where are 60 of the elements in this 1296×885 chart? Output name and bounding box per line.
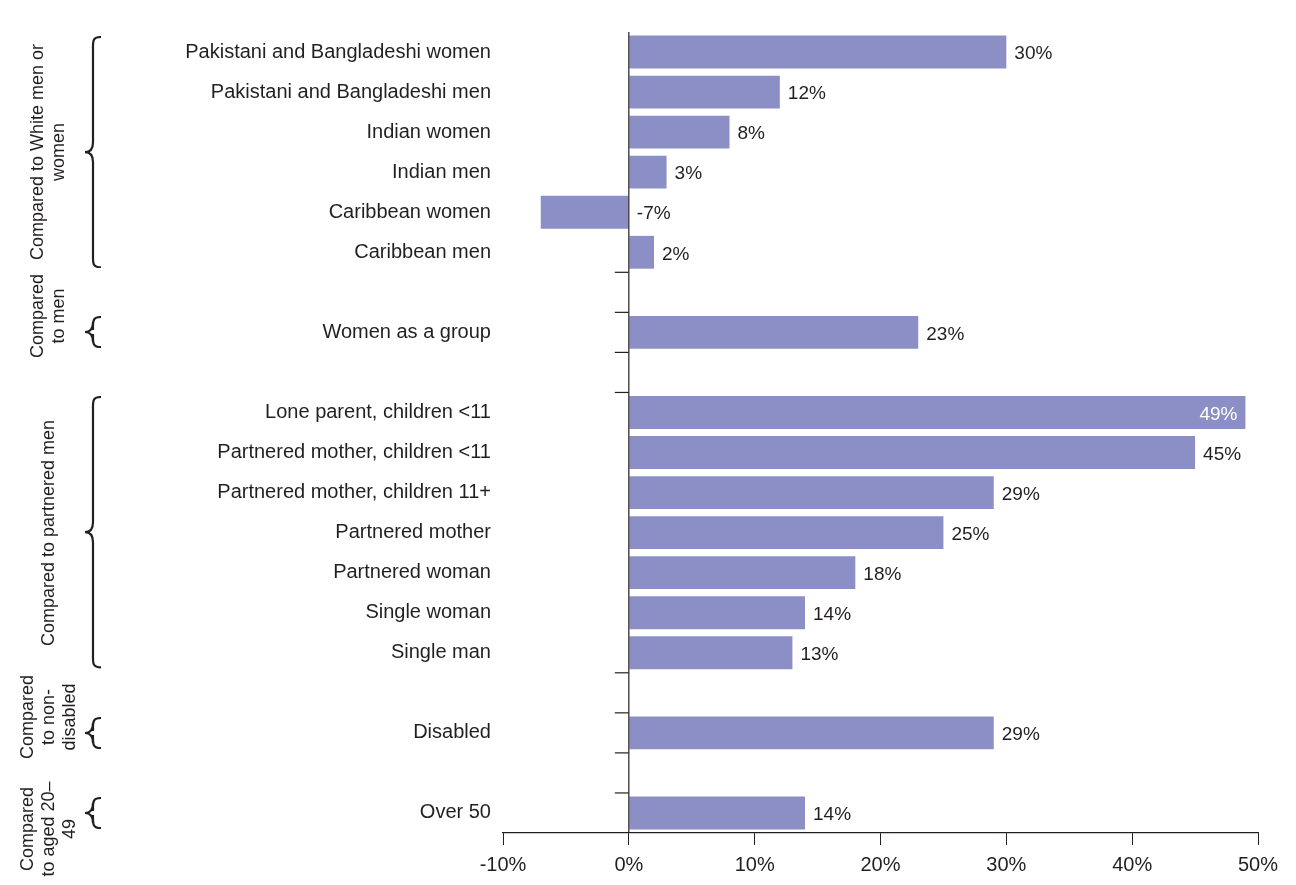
y-tick-label: Partnered woman: [333, 560, 491, 583]
bar: [629, 396, 1246, 429]
data-label: 12%: [787, 82, 826, 104]
bar: [629, 315, 919, 349]
y-tick-label: Lone parent, children <11: [265, 399, 491, 422]
y-tick-label: Indian men: [392, 159, 491, 182]
y-tick-label: Indian women: [366, 119, 491, 142]
data-label: 8%: [737, 122, 766, 144]
text: Compared to non-disabled: [15, 673, 80, 761]
bar: [629, 476, 994, 509]
bar: [629, 235, 654, 269]
y-tick-label: Caribbean men: [354, 239, 491, 262]
bar: [629, 636, 793, 670]
y-tick-label: Partnered mother, children 11+: [217, 480, 491, 503]
data-label: 30%: [1014, 42, 1053, 64]
x-tick-label: 30%: [986, 852, 1027, 875]
bar: [629, 716, 994, 750]
bar: [629, 556, 856, 590]
bar: [629, 115, 730, 149]
y-tick-label: Single man: [390, 640, 491, 663]
text: Compared to men: [26, 273, 69, 361]
y-tick-label: Partnered mother: [335, 520, 492, 543]
x-tick-label: 20%: [860, 852, 901, 875]
data-label: 29%: [1001, 482, 1040, 504]
data-label: 14%: [813, 602, 852, 624]
data-label: 25%: [951, 522, 990, 544]
data-label: 18%: [863, 562, 902, 584]
bar: [629, 796, 805, 830]
bar: [629, 155, 667, 189]
x-tick-label: 0%: [614, 852, 644, 875]
data-label: 45%: [1203, 442, 1242, 464]
y-tick-label: Women as a group: [322, 319, 491, 342]
data-label: 29%: [1001, 723, 1040, 745]
text: Compared to White men or women: [27, 44, 69, 261]
y-tick-label: Partnered mother, children <11: [217, 440, 491, 463]
x-tick-label: -10%: [479, 852, 527, 875]
data-label: 3%: [674, 162, 703, 184]
bar: [540, 195, 629, 229]
y-tick-label: Caribbean women: [328, 199, 491, 222]
data-label: 13%: [800, 643, 839, 665]
data-label: -7%: [636, 202, 671, 224]
data-label: 49%: [1199, 402, 1238, 424]
bar: [629, 75, 780, 109]
text: Compared to partnered men: [37, 419, 58, 646]
x-tick-label: 40%: [1112, 852, 1153, 875]
bar: [629, 35, 1007, 69]
bar: [629, 436, 1196, 469]
y-tick-label: Pakistani and Bangladeshi women: [185, 39, 491, 62]
data-label: 23%: [926, 322, 965, 344]
bar: [629, 516, 944, 550]
y-tick-label: Single woman: [365, 600, 491, 623]
y-tick-label: Pakistani and Bangladeshi men: [210, 79, 491, 102]
bar: [629, 596, 805, 630]
x-tick-label: 10%: [734, 852, 775, 875]
x-tick-label: 50%: [1237, 852, 1279, 875]
data-label: 2%: [662, 242, 690, 264]
y-tick-label: Over 50: [419, 800, 491, 823]
data-label: 14%: [813, 803, 852, 825]
text: Compared to aged 20–49: [15, 780, 80, 879]
y-tick-label: Disabled: [413, 720, 491, 743]
